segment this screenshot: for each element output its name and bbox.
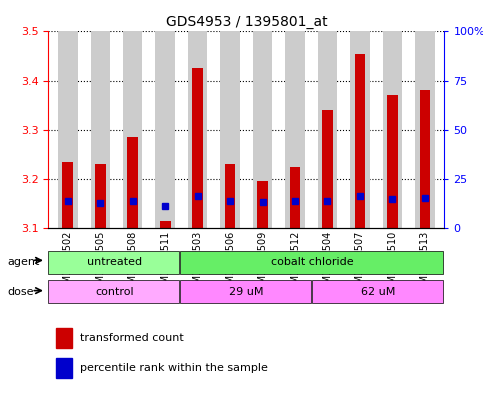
Text: dose: dose (7, 286, 34, 297)
FancyBboxPatch shape (313, 280, 443, 303)
Text: percentile rank within the sample: percentile rank within the sample (80, 364, 268, 373)
Text: cobalt chloride: cobalt chloride (271, 257, 354, 267)
Bar (95, 164, 106, 228)
Bar (387, 95, 398, 228)
Bar (56, 328, 72, 348)
Bar (128, 137, 138, 228)
Bar (318, 31, 337, 228)
Bar (62, 162, 73, 228)
Bar (355, 53, 365, 228)
Text: 29 uM: 29 uM (229, 287, 264, 297)
Bar (160, 220, 170, 228)
Bar (285, 31, 305, 228)
Bar (90, 31, 110, 228)
Bar (156, 31, 175, 228)
Bar (56, 358, 72, 378)
FancyBboxPatch shape (180, 280, 311, 303)
Text: untreated: untreated (87, 257, 142, 267)
Text: transformed count: transformed count (80, 333, 184, 343)
Bar (383, 31, 402, 228)
Bar (420, 90, 430, 228)
Text: control: control (95, 287, 134, 297)
Text: 62 uM: 62 uM (361, 287, 396, 297)
Title: GDS4953 / 1395801_at: GDS4953 / 1395801_at (166, 15, 327, 29)
Bar (322, 110, 333, 228)
Bar (415, 31, 435, 228)
Bar (350, 31, 369, 228)
FancyBboxPatch shape (48, 280, 179, 303)
Bar (123, 31, 142, 228)
Bar (58, 31, 77, 228)
Bar (188, 31, 207, 228)
Bar (225, 164, 235, 228)
Bar (290, 167, 300, 228)
Bar (253, 31, 272, 228)
Bar (192, 68, 203, 228)
Bar (257, 181, 268, 228)
Text: agent: agent (7, 257, 40, 267)
FancyBboxPatch shape (48, 251, 179, 274)
Bar (220, 31, 240, 228)
FancyBboxPatch shape (180, 251, 443, 274)
